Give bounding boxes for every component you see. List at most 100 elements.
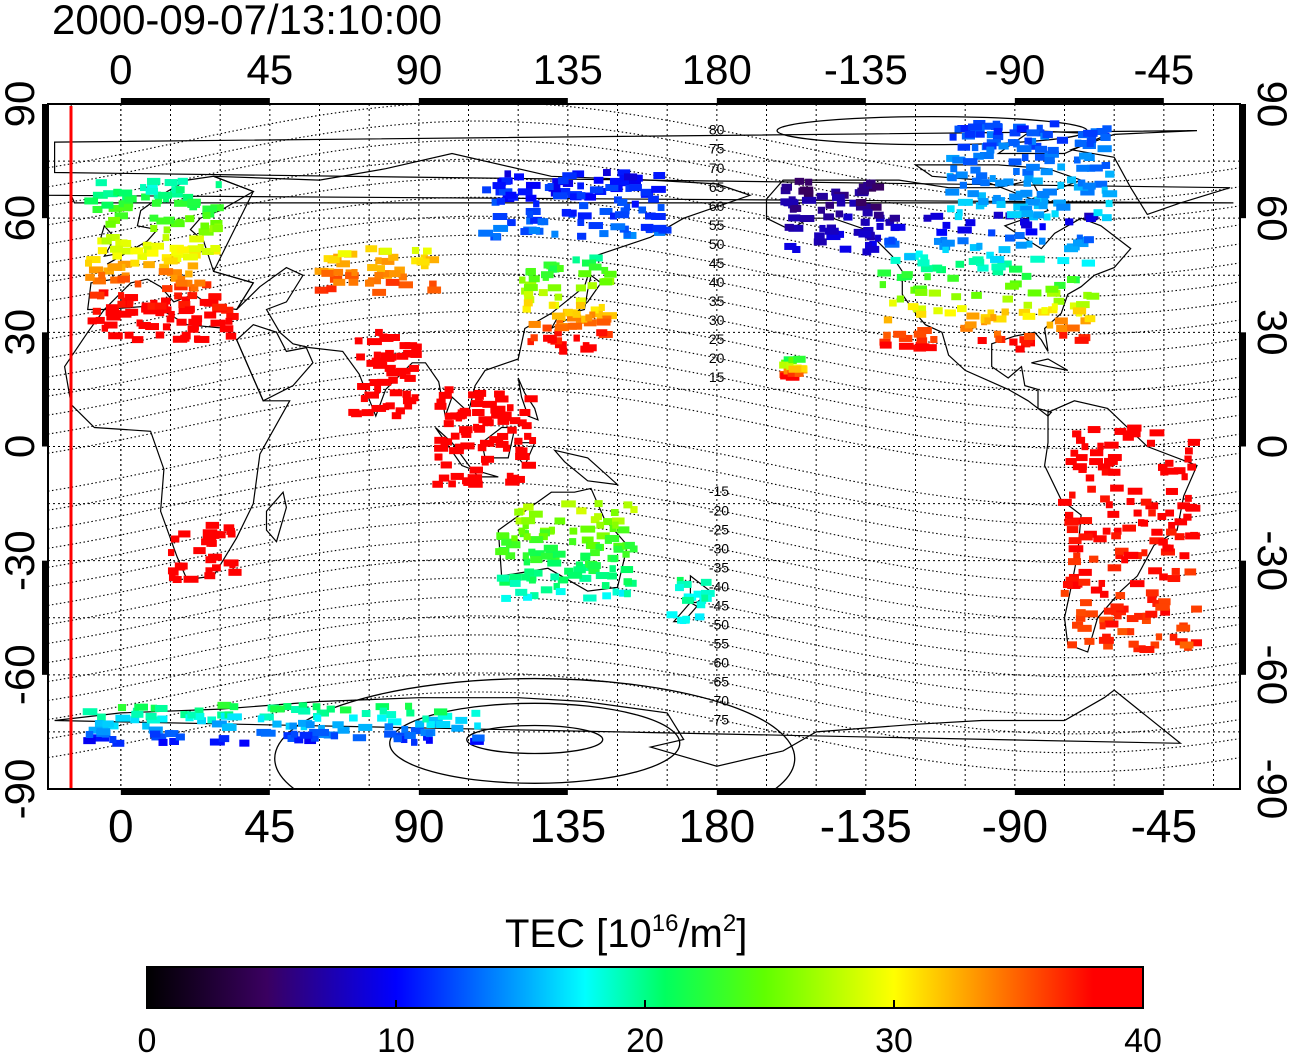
tec-sample — [1035, 145, 1048, 153]
magnetic-lat-label: 15 — [709, 369, 725, 385]
tec-sample — [184, 306, 193, 314]
magnetic-pole-contour-south — [466, 724, 604, 755]
tec-sample — [519, 408, 531, 416]
tec-sample — [992, 133, 1004, 141]
tec-sample — [518, 527, 526, 535]
tec-sample — [472, 734, 485, 742]
tec-sample — [314, 286, 329, 294]
tec-sample — [1160, 608, 1171, 616]
tec-sample — [1030, 255, 1045, 263]
magnetic-lat-label: 30 — [709, 312, 725, 328]
tec-sample — [835, 210, 844, 218]
tec-sample — [1021, 340, 1031, 348]
tec-sample — [108, 204, 123, 212]
tec-sample — [995, 179, 1008, 187]
tec-sample — [549, 265, 560, 273]
tec-sample — [540, 586, 553, 594]
bottom-lon-label: 0 — [108, 800, 134, 852]
tec-sample — [942, 221, 951, 229]
tec-sample — [1042, 188, 1057, 196]
tec-sample — [514, 173, 525, 181]
tec-sample — [357, 382, 371, 390]
tec-sample — [970, 166, 981, 174]
tec-sample — [386, 711, 397, 719]
tec-sample — [1074, 336, 1089, 344]
tec-sample — [377, 714, 387, 722]
tec-sample — [883, 331, 891, 339]
tec-sample — [423, 247, 432, 255]
tec-sample — [239, 739, 250, 747]
tec-sample — [1151, 528, 1163, 536]
tec-sample — [162, 285, 173, 293]
tec-sample — [799, 215, 815, 223]
tec-sample — [215, 181, 222, 189]
tec-sample — [1141, 616, 1151, 624]
tec-sample — [1076, 164, 1089, 172]
tec-sample — [158, 191, 173, 199]
tec-sample — [438, 474, 450, 482]
tec-sample — [404, 731, 416, 739]
tec-sample — [145, 323, 160, 331]
magnetic-lat-label: 65 — [709, 179, 725, 195]
tec-sample — [389, 270, 401, 278]
tec-sample — [1183, 513, 1192, 521]
tec-sample — [1056, 203, 1071, 211]
tec-sample — [540, 271, 554, 279]
tec-sample — [499, 578, 511, 586]
tec-sample — [552, 178, 564, 186]
tec-sample — [112, 739, 125, 747]
tec-sample — [530, 334, 538, 342]
tec-sample — [523, 289, 534, 297]
tec-sample — [434, 436, 447, 444]
tec-sample — [304, 737, 317, 745]
tec-sample — [187, 292, 198, 300]
tec-sample — [787, 369, 801, 377]
tec-sample — [1073, 183, 1089, 191]
tec-sample — [87, 317, 97, 325]
tec-sample — [843, 213, 853, 221]
tec-sample — [1001, 308, 1009, 316]
tec-sample — [863, 226, 874, 234]
tec-sample — [589, 311, 596, 319]
magnetic-lat-label: -30 — [709, 540, 729, 556]
bottom-lon-labels: 0 45 90 135 180 -135 -90 -45 — [108, 800, 1197, 852]
tec-sample — [1054, 317, 1068, 325]
tec-sample — [1079, 236, 1089, 244]
tec-sample — [1039, 223, 1046, 231]
tec-sample — [1021, 154, 1029, 162]
tec-sample — [612, 521, 619, 529]
tec-sample — [530, 550, 545, 558]
tec-sample — [229, 561, 236, 569]
tec-sample — [138, 321, 151, 329]
tec-sample — [475, 425, 486, 433]
tec-sample — [201, 247, 214, 255]
tec-sample — [381, 257, 395, 265]
tec-sample — [504, 170, 512, 178]
tec-sample — [1028, 137, 1037, 145]
tec-sample — [178, 301, 191, 309]
tec-sample — [814, 232, 825, 240]
tec-sample — [973, 119, 986, 127]
tec-sample — [635, 174, 643, 182]
tec-sample — [1146, 439, 1155, 447]
tec-sample — [530, 216, 543, 224]
tec-sample — [187, 711, 196, 719]
tec-sample — [1145, 502, 1159, 510]
tec-sample — [1117, 628, 1131, 636]
frame-bar-right — [1240, 560, 1246, 675]
tec-sample — [168, 310, 175, 318]
tec-sample — [1145, 610, 1158, 618]
tec-sample — [460, 442, 475, 450]
tec-sample — [368, 277, 382, 285]
tec-sample — [590, 306, 599, 314]
tec-sample — [954, 125, 961, 133]
tec-sample — [226, 527, 235, 535]
tec-sample — [982, 142, 997, 150]
tec-sample — [1149, 429, 1165, 437]
tec-sample — [916, 310, 927, 318]
tec-sample — [352, 734, 367, 742]
tec-sample — [951, 293, 962, 301]
tec-sample — [1114, 427, 1127, 435]
tec-sample — [444, 386, 454, 394]
tec-sample — [384, 364, 396, 372]
